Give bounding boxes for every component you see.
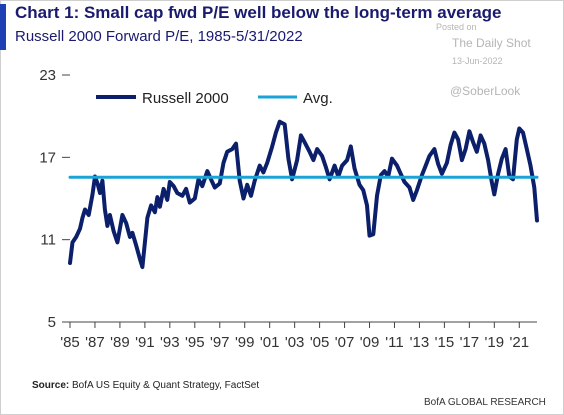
- x-tick-label: '05: [310, 334, 330, 351]
- title-accent-bar: [0, 4, 6, 50]
- legend: Russell 2000 Avg.: [96, 90, 333, 107]
- x-tick-label: '07: [335, 334, 355, 351]
- watermark-posted: Posted on: [436, 22, 477, 32]
- y-tick-label: 23: [39, 67, 56, 84]
- x-tick-label: '95: [185, 334, 205, 351]
- axis-layer: 5 11 17 23 '85 '87 '89 '91 '93 '95 '97 '99 '01 '03 '05…: [39, 67, 537, 351]
- source-note: Source: BofA US Equity & Quant Strategy,…: [32, 380, 259, 391]
- x-tick-label: '11: [385, 334, 403, 351]
- x-tick-label: '03: [285, 334, 305, 351]
- legend-item-russell-2000-label: Russell 2000: [142, 90, 229, 107]
- chart-title: Chart 1: Small cap fwd P/E well below th…: [15, 3, 502, 22]
- x-tick-label: '97: [210, 334, 230, 351]
- x-tick-label: '89: [110, 334, 130, 351]
- x-tick-label: '85: [60, 334, 80, 351]
- x-tick-label: '21: [509, 334, 529, 351]
- x-tick-label: '99: [235, 334, 255, 351]
- chart-subtitle: Russell 2000 Forward P/E, 1985-5/31/2022: [15, 28, 303, 45]
- footer-credit: BofA GLOBAL RESEARCH: [424, 397, 546, 408]
- x-tick-label: '93: [160, 334, 180, 351]
- legend-item-average-label: Avg.: [303, 90, 333, 107]
- x-tick-label: '19: [485, 334, 505, 351]
- source-label: Source:: [32, 380, 70, 391]
- x-tick-label: '13: [410, 334, 430, 351]
- x-tick-label: '09: [360, 334, 380, 351]
- y-tick-label: 5: [48, 314, 56, 331]
- x-tick-label: '91: [135, 334, 155, 351]
- x-tick-label: '15: [435, 334, 455, 351]
- series-layer: [68, 119, 539, 270]
- x-tick-label: '01: [260, 334, 280, 351]
- watermark-date: 13-Jun-2022: [452, 56, 503, 66]
- y-tick-label: 11: [40, 232, 56, 249]
- watermark-site: The Daily Shot: [452, 36, 531, 50]
- series-line-russell-2000: [68, 119, 539, 270]
- y-tick-label: 17: [39, 149, 56, 166]
- x-tick-label: '17: [460, 334, 480, 351]
- watermark-handle: @SoberLook: [450, 84, 521, 98]
- x-tick-label: '87: [85, 334, 105, 351]
- source-text: BofA US Equity & Quant Strategy, FactSet: [72, 380, 260, 391]
